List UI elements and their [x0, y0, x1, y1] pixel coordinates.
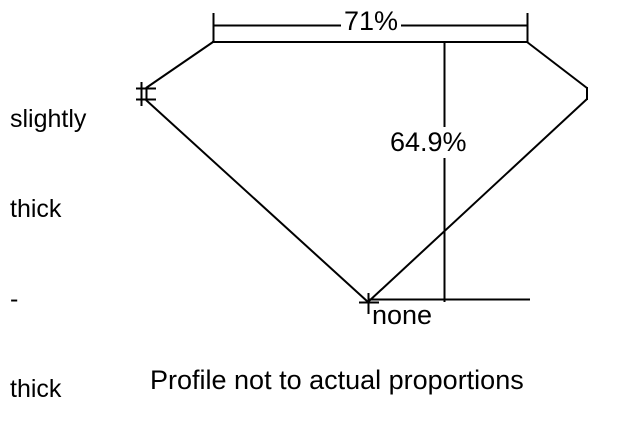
pavilion-right-slope — [367, 98, 588, 303]
girdle-leader-tick — [136, 82, 156, 106]
girdle-thickness-line-2: thick — [10, 195, 62, 223]
pavilion-left-slope — [145, 99, 369, 303]
culet-label: none — [372, 300, 433, 330]
diagram-caption: Profile not to actual proportions — [150, 365, 524, 395]
crown-right-slope — [526, 41, 588, 89]
table-percent-label: 71% — [341, 8, 402, 35]
girdle-thickness-line-1: slightly — [10, 105, 87, 133]
depth-percent-label: 64.9% — [387, 127, 470, 158]
crown-left-slope — [145, 41, 214, 89]
diamond-outline — [145, 41, 588, 303]
girdle-thickness-label: slightly thick - thick — [10, 44, 86, 430]
girdle-thickness-line-4: thick — [10, 375, 62, 403]
culet-dimension-line — [359, 293, 530, 314]
girdle-thickness-line-3: - — [10, 285, 19, 313]
